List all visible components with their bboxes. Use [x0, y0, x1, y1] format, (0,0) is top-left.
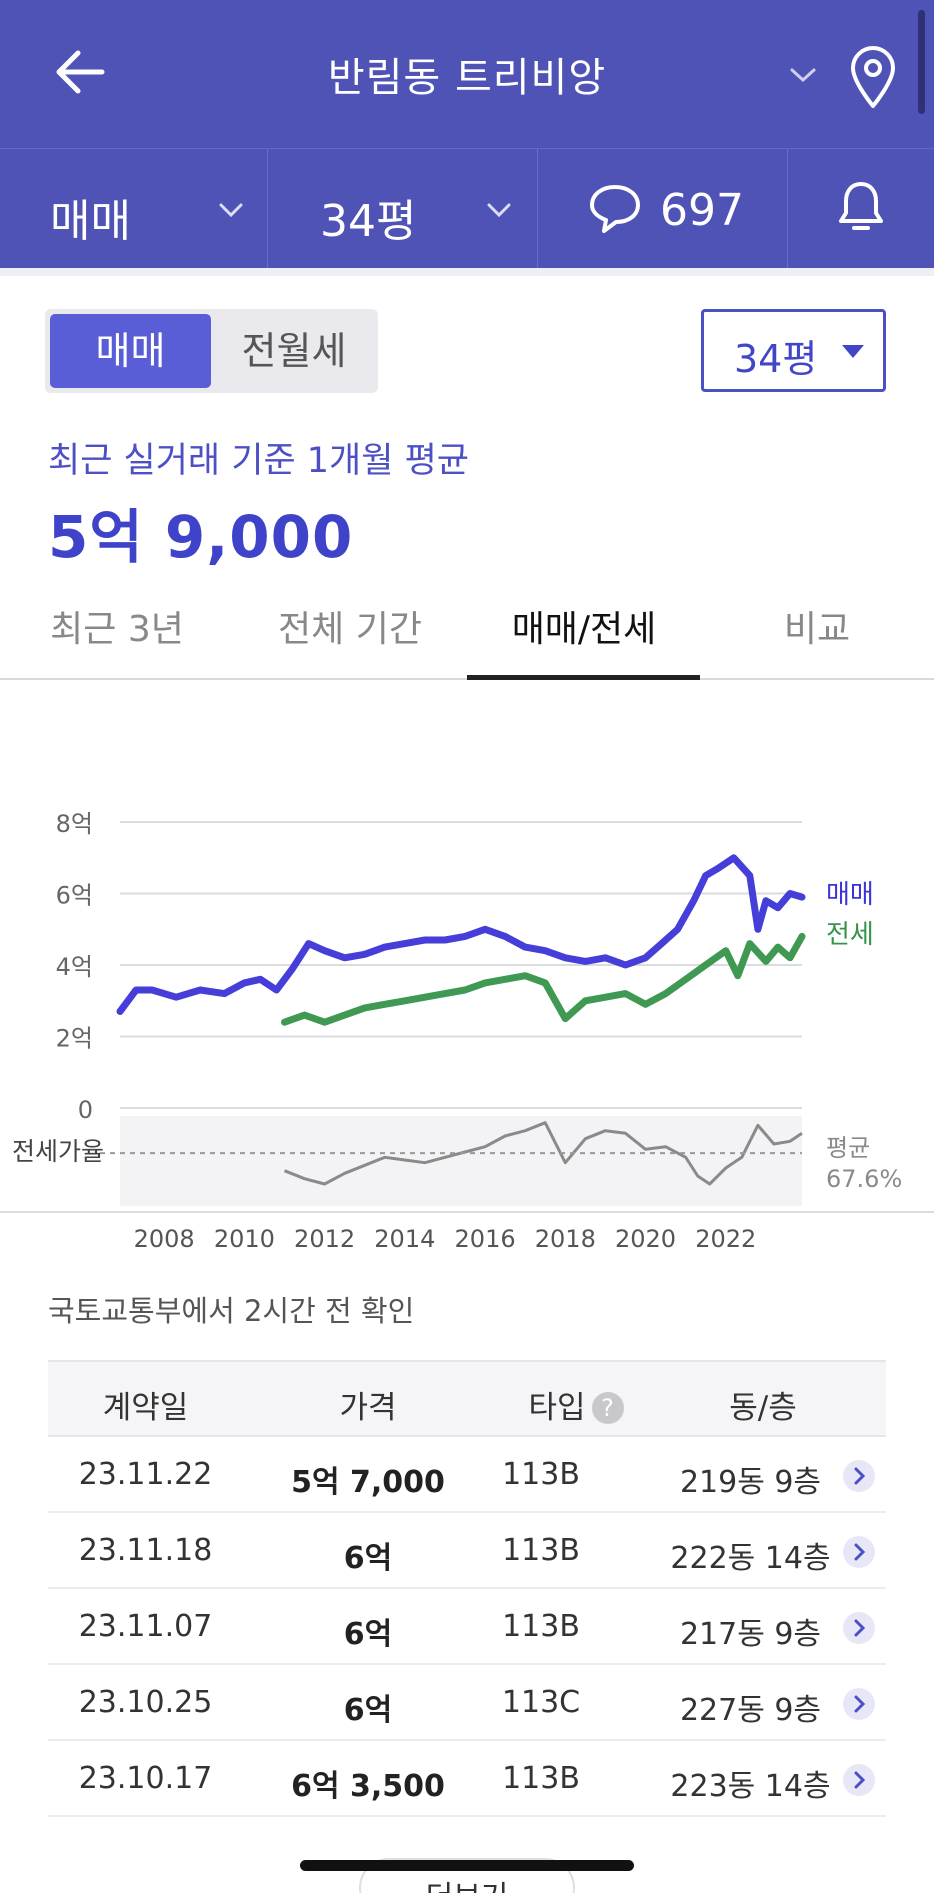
- comments-button[interactable]: 697: [538, 149, 788, 269]
- notification-button[interactable]: [788, 149, 934, 269]
- cell-type: 113B: [502, 1457, 580, 1492]
- y-tick-label: 6억: [56, 882, 93, 910]
- x-tick-label: 2010: [214, 1225, 275, 1253]
- table-row[interactable]: 23.10.17 6억 3,500 113B 223동 14층: [48, 1741, 886, 1817]
- table-row[interactable]: 23.10.25 6억 113C 227동 9층: [48, 1665, 886, 1741]
- chevron-right-icon[interactable]: [843, 1536, 875, 1568]
- cell-type: 113C: [501, 1685, 581, 1720]
- price-chart[interactable]: 8억 6억 4억 2억 0 2008 2010 2012 2014 2016 2018 2020 202…: [0, 790, 934, 1270]
- caret-down-icon: [842, 345, 864, 358]
- x-tick-label: 2014: [374, 1225, 435, 1253]
- scroll-indicator: [918, 10, 925, 114]
- cell-price: 6억: [343, 1693, 393, 1728]
- speech-bubble-icon: [590, 185, 640, 233]
- series-label: 매매: [826, 880, 874, 910]
- cell-price: 6억 3,500: [291, 1769, 445, 1804]
- cell-unit: 219동 9층: [679, 1465, 822, 1500]
- tab-sale-rent[interactable]: 매매/전세: [511, 609, 657, 650]
- cell-date: 23.10.25: [78, 1685, 213, 1720]
- y-tick-label: 0: [78, 1096, 93, 1124]
- series-line-jeonse: [281, 932, 806, 1026]
- x-tick-label: 2012: [294, 1225, 355, 1253]
- trade-toggle: 매매 전월세: [45, 309, 378, 393]
- header-type-label: 타입: [528, 1390, 586, 1426]
- header-price: 가격: [339, 1390, 397, 1426]
- cell-date: 23.10.17: [78, 1761, 213, 1796]
- table-row[interactable]: 23.11.07 6억 113B 217동 9층: [48, 1589, 886, 1665]
- cell-type: 113B: [502, 1761, 580, 1796]
- x-tick-label: 2022: [695, 1225, 756, 1253]
- size-select[interactable]: 34평: [701, 309, 886, 392]
- section-divider: [0, 268, 934, 276]
- header-date: 계약일: [102, 1390, 189, 1426]
- chevron-right-icon[interactable]: [843, 1460, 875, 1492]
- x-tick-label: 2020: [615, 1225, 676, 1253]
- cell-unit: 217동 9층: [679, 1617, 822, 1652]
- average-price: 5억 9,000: [48, 503, 354, 571]
- size-select-value: 34평: [734, 337, 818, 381]
- tab-all-period[interactable]: 전체 기간: [278, 609, 422, 650]
- page-title[interactable]: 반림동 트리비앙: [327, 55, 607, 101]
- chevron-down-icon: [219, 203, 243, 218]
- data-source-text: 국토교통부에서 2시간 전 확인: [48, 1294, 415, 1328]
- cell-type: 113B: [502, 1533, 580, 1568]
- cell-price: 5억 7,000: [291, 1465, 445, 1500]
- y-tick-label: 8억: [56, 810, 93, 838]
- toggle-rent[interactable]: 전월세: [241, 329, 347, 373]
- cell-date: 23.11.22: [78, 1457, 213, 1492]
- chevron-right-icon[interactable]: [843, 1764, 875, 1796]
- ratio-avg-label: 평균: [826, 1134, 870, 1162]
- series-label: 전세: [826, 920, 874, 950]
- bell-icon: [839, 182, 883, 230]
- table-row[interactable]: 23.11.22 5억 7,000 113B 219동 9층: [48, 1437, 886, 1513]
- top-app-bar: 반림동 트리비앙: [0, 0, 934, 148]
- size-dropdown[interactable]: 34평: [268, 149, 538, 269]
- average-caption: 최근 실거래 기준 1개월 평균: [48, 441, 469, 481]
- chevron-right-icon[interactable]: [843, 1612, 875, 1644]
- tab-compare[interactable]: 비교: [783, 609, 851, 650]
- arrow-left-icon[interactable]: [50, 42, 110, 102]
- cell-unit: 227동 9층: [679, 1693, 822, 1728]
- size-label: 34평: [320, 196, 417, 247]
- trade-type-label: 매매: [50, 196, 131, 247]
- x-tick-label: 2018: [535, 1225, 596, 1253]
- comment-count: 697: [660, 185, 744, 236]
- cell-unit: 223동 14층: [670, 1769, 831, 1804]
- help-icon[interactable]: ?: [591, 1392, 624, 1424]
- ratio-line: [283, 1121, 803, 1186]
- cell-price: 6억: [343, 1541, 393, 1576]
- cell-unit: 222동 14층: [670, 1541, 831, 1576]
- ratio-label: 전세가율: [12, 1137, 104, 1166]
- table-header: 계약일 가격 타입? 동/층: [48, 1360, 886, 1437]
- transaction-table: 계약일 가격 타입? 동/층 23.11.22 5억 7,000 113B 219동 …: [48, 1360, 886, 1817]
- period-tabs: 최근 3년 전체 기간 매매/전세 비교: [0, 590, 934, 680]
- chevron-down-icon: [487, 203, 511, 218]
- header-type: 타입?: [486, 1382, 666, 1427]
- header-unit: 동/층: [729, 1390, 797, 1426]
- ratio-background: [120, 1116, 802, 1206]
- chevron-right-icon[interactable]: [843, 1688, 875, 1720]
- active-tab-indicator: [467, 675, 700, 680]
- tab-recent-3y[interactable]: 최근 3년: [50, 609, 184, 650]
- cell-date: 23.11.07: [78, 1609, 213, 1644]
- series-line-sale: [116, 854, 806, 1015]
- x-tick-label: 2008: [134, 1225, 195, 1253]
- toggle-sale[interactable]: 매매: [50, 314, 211, 388]
- cell-price: 6억: [343, 1617, 393, 1652]
- map-pin-icon[interactable]: [848, 46, 898, 110]
- home-indicator: [300, 1860, 634, 1871]
- y-tick-label: 2억: [56, 1025, 93, 1053]
- cell-date: 23.11.18: [78, 1533, 213, 1568]
- trade-type-dropdown[interactable]: 매매: [0, 149, 268, 269]
- chevron-down-icon[interactable]: [786, 60, 820, 90]
- y-tick-label: 4억: [56, 953, 93, 981]
- table-row[interactable]: 23.11.18 6억 113B 222동 14층: [48, 1513, 886, 1589]
- filter-bar: 매매 34평 697: [0, 148, 934, 269]
- ratio-avg-value: 67.6%: [826, 1165, 902, 1193]
- cell-type: 113B: [502, 1609, 580, 1644]
- x-tick-label: 2016: [455, 1225, 516, 1253]
